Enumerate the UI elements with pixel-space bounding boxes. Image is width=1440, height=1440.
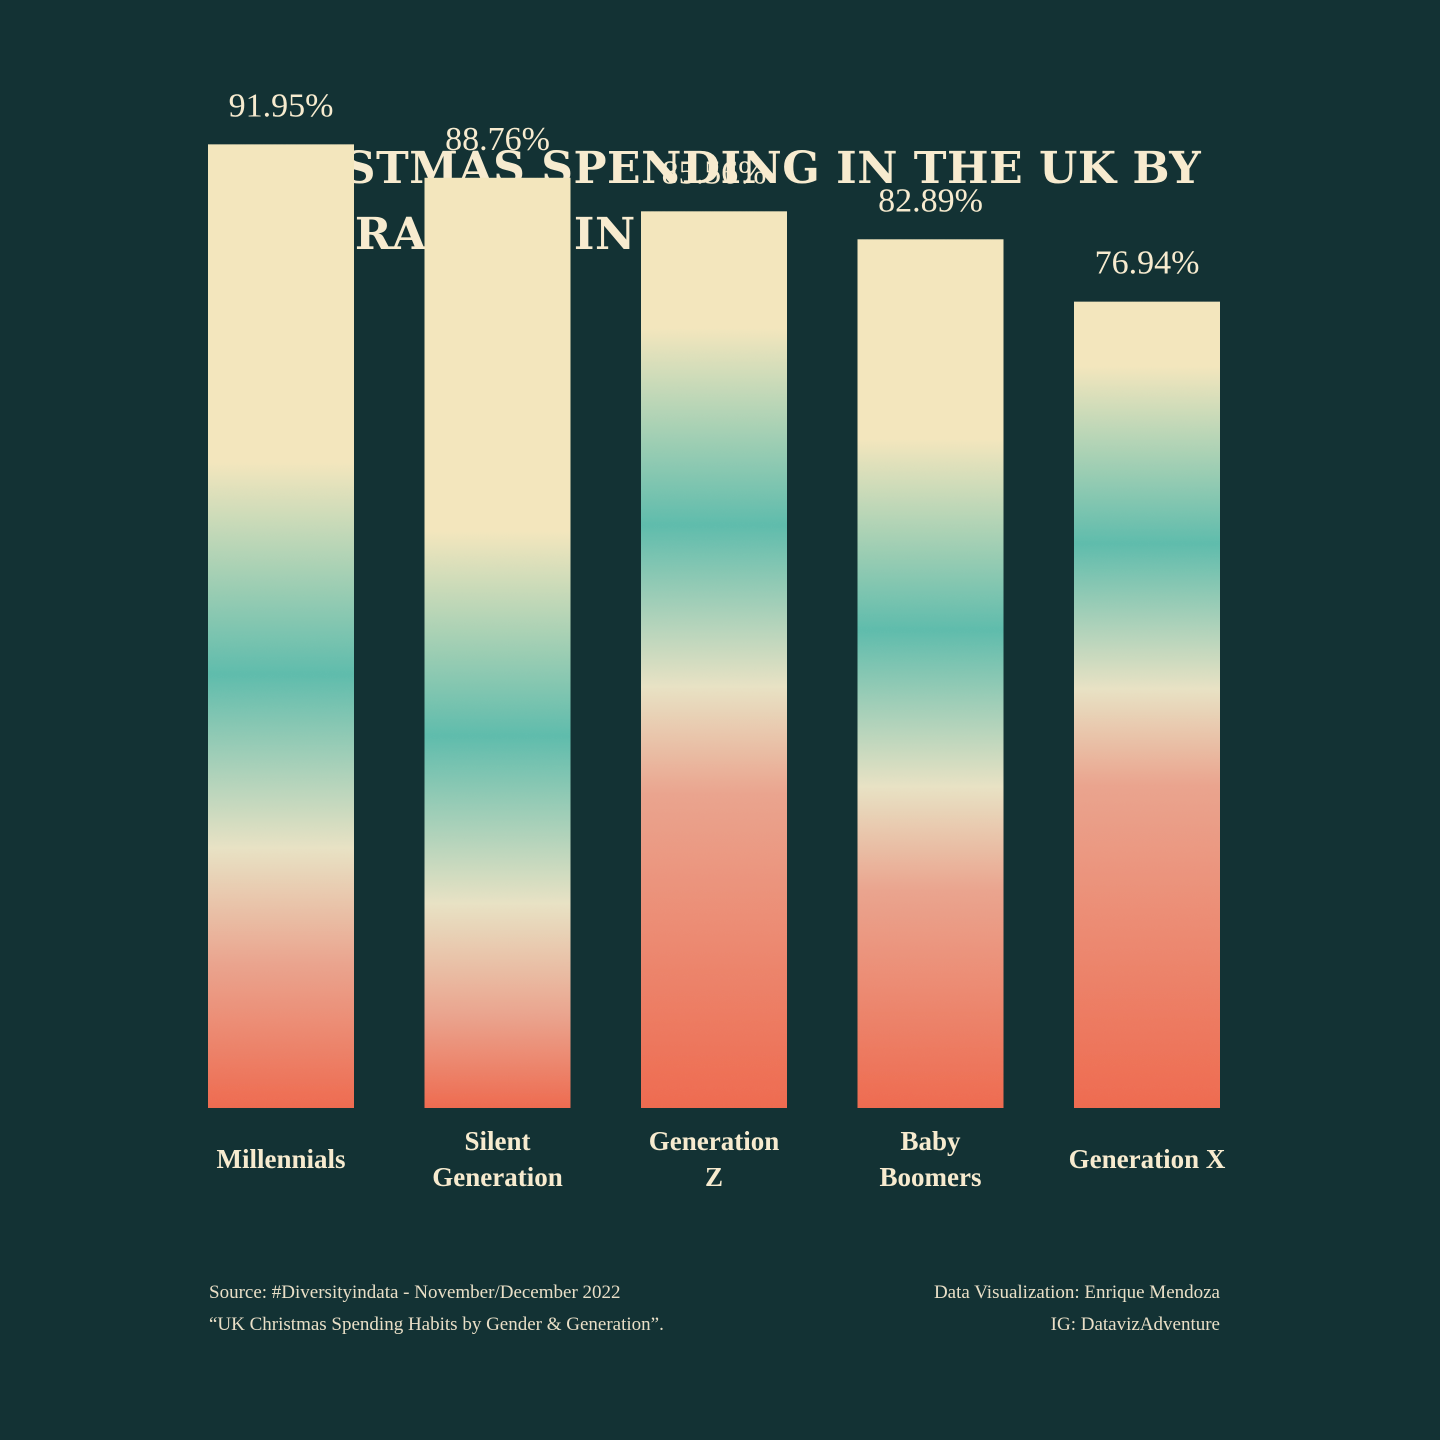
- value-label-3: 82.89%: [878, 182, 983, 219]
- category-label-line: Z: [705, 1162, 723, 1192]
- category-label-line: Boomers: [880, 1162, 982, 1192]
- source-line: Source: #Diversityindata - November/Dece…: [209, 1282, 621, 1303]
- category-label-line: Generation X: [1069, 1144, 1226, 1174]
- category-label-line: Baby: [900, 1126, 961, 1156]
- value-label-0: 91.95%: [229, 87, 334, 124]
- credit-line: Data Visualization: Enrique Mendoza: [933, 1282, 1220, 1303]
- value-label-1: 88.76%: [445, 121, 550, 158]
- bars-layer: [208, 144, 1220, 1109]
- value-label-4: 76.94%: [1095, 245, 1200, 282]
- category-label-2: Generation Z: [649, 1126, 779, 1192]
- instagram-credit-line: IG: DatavizAdventure: [1050, 1314, 1220, 1335]
- category-label-line: Generation: [432, 1162, 562, 1192]
- category-label-line: Silent: [464, 1126, 530, 1156]
- category-label-4: Generation X: [1069, 1144, 1226, 1174]
- bar-3: [857, 239, 1004, 1108]
- bar-4: [1074, 301, 1220, 1108]
- bar-1: [424, 177, 571, 1109]
- category-label-1: Silent Generation: [432, 1126, 562, 1192]
- category-label-line: Generation: [649, 1126, 779, 1156]
- value-label-2: 85.56%: [662, 154, 767, 191]
- labels-layer: 91.95% Millennials 88.76% Silent Generation 8…: [216, 87, 1225, 1192]
- source-title-line: “UK Christmas Spending Habits by Gender …: [209, 1314, 664, 1335]
- category-label-3: Baby Boomers: [880, 1126, 982, 1192]
- category-label-line: Millennials: [216, 1144, 345, 1174]
- bar-2: [641, 211, 787, 1109]
- category-label-0: Millennials: [216, 1144, 345, 1174]
- bar-0: [208, 144, 354, 1108]
